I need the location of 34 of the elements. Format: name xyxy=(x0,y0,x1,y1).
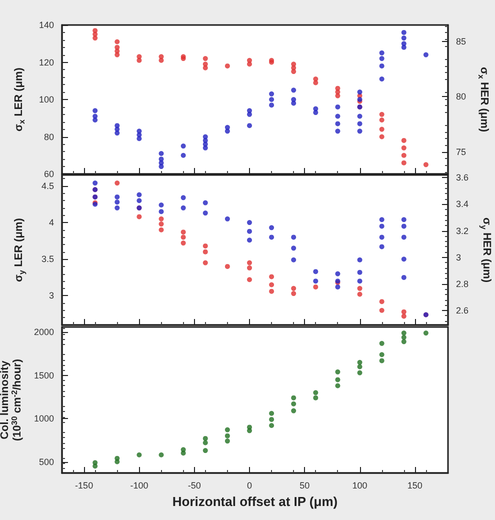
y-tick-label: 3 xyxy=(48,290,54,301)
y-axis-title: σx LER (μm) xyxy=(13,67,26,132)
y-tick-label: 2000 xyxy=(34,327,54,338)
y2-tick-label: 3.6 xyxy=(456,172,469,183)
y-tick-label: 1500 xyxy=(34,370,54,380)
y2-tick-label: 2.8 xyxy=(456,278,469,289)
y-tick-label: 60 xyxy=(44,169,54,179)
x-axis-title: Horizontal offset at IP (μm) xyxy=(172,494,338,509)
x-tick-label: 50 xyxy=(300,480,310,490)
y2-axis-title: σy HER (μm) xyxy=(478,217,492,283)
y-tick-label: 4.5 xyxy=(41,180,54,191)
y-tick-label: 120 xyxy=(38,57,54,68)
y2-tick-label: 3.2 xyxy=(456,226,469,236)
x-tick-label: -50 xyxy=(188,480,201,490)
x-tick-label: -100 xyxy=(130,480,148,490)
y2-tick-label: 85 xyxy=(456,36,466,47)
y-tick-label: 80 xyxy=(44,132,54,142)
y2-tick-label: 3 xyxy=(456,252,462,262)
y-tick-label: 100 xyxy=(38,94,54,104)
y2-axis-title: σx HER (μm) xyxy=(476,66,490,132)
y2-tick-label: 75 xyxy=(456,146,466,157)
y-axis-title: σy LER (μm) xyxy=(13,218,26,282)
y-tick-label: 3.5 xyxy=(41,254,54,264)
x-tick-label: 0 xyxy=(246,480,252,490)
y-tick-label: 1000 xyxy=(34,414,54,424)
x-tick-label: 100 xyxy=(352,480,368,490)
y-tick-label: 500 xyxy=(38,456,54,467)
y2-tick-label: 80 xyxy=(456,92,466,102)
y2-tick-label: 3.4 xyxy=(456,199,469,210)
y-tick-label: 4 xyxy=(48,218,54,228)
y-tick-label: 140 xyxy=(38,20,54,30)
x-tick-label: 150 xyxy=(407,480,422,490)
y2-tick-label: 2.6 xyxy=(456,305,469,316)
x-tick-label: -150 xyxy=(75,480,94,490)
